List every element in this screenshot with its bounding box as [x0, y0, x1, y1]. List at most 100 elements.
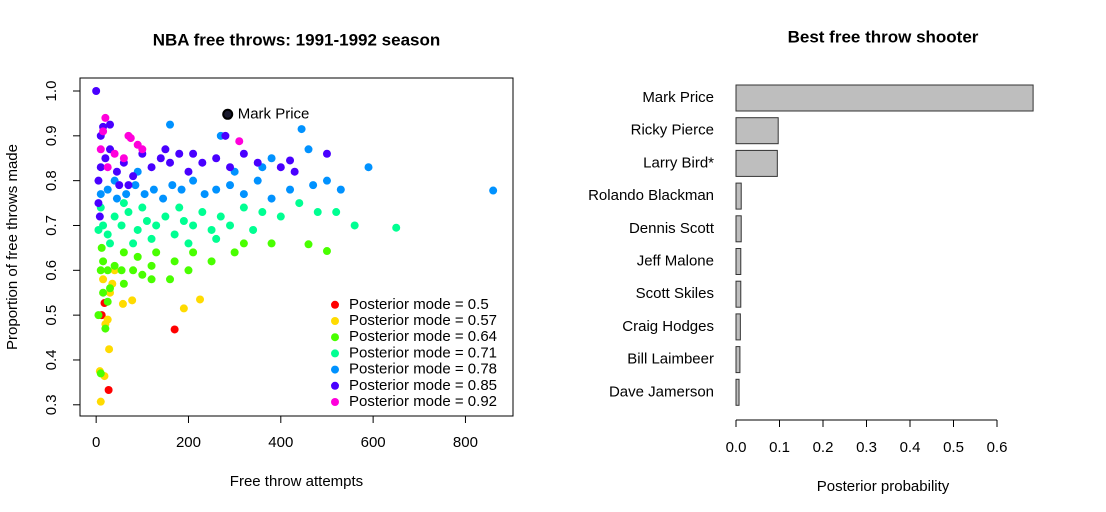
point — [92, 87, 101, 95]
category-label: Ricky Pierce — [631, 122, 714, 139]
category-label: Craig Hodges — [622, 318, 714, 335]
point — [207, 257, 216, 266]
point — [336, 185, 345, 194]
point — [97, 243, 106, 252]
point — [161, 145, 170, 154]
point — [94, 311, 103, 320]
point — [309, 181, 318, 190]
bar — [735, 84, 1034, 112]
point — [105, 345, 114, 354]
category-label: Larry Bird* — [643, 154, 714, 171]
point — [322, 176, 331, 185]
point — [138, 203, 147, 212]
point — [313, 208, 322, 217]
point — [133, 225, 142, 234]
point — [110, 261, 119, 270]
point — [156, 154, 165, 163]
point — [128, 296, 137, 305]
point — [99, 288, 108, 297]
point — [129, 266, 138, 275]
point — [221, 131, 230, 140]
point — [235, 137, 244, 146]
point — [124, 181, 133, 190]
x-axis-label: Posterior probability — [817, 478, 950, 495]
point — [112, 167, 121, 176]
y-tick-label: 0.4 — [43, 350, 60, 371]
point — [364, 163, 373, 172]
point — [106, 284, 115, 293]
point — [96, 369, 105, 378]
legend-marker — [331, 398, 339, 406]
point — [166, 120, 175, 129]
point — [253, 176, 262, 185]
point — [179, 304, 188, 313]
x-tick-label: 800 — [453, 434, 478, 451]
legend-label: Posterior mode = 0.85 — [349, 377, 497, 394]
legend-marker — [331, 381, 339, 390]
point — [239, 149, 248, 158]
point — [489, 186, 498, 195]
point — [196, 295, 205, 304]
x-tick-label: 200 — [176, 434, 201, 451]
category-label: Dennis Scott — [629, 220, 715, 237]
point — [226, 221, 235, 230]
point — [117, 221, 126, 230]
point — [239, 239, 248, 248]
point — [95, 212, 104, 221]
point — [152, 248, 161, 257]
point — [168, 181, 177, 190]
point — [177, 185, 186, 194]
point — [94, 176, 103, 185]
point — [129, 172, 138, 181]
point — [198, 208, 207, 217]
point — [133, 140, 142, 149]
point — [226, 181, 235, 190]
point — [147, 261, 156, 270]
x-tick-label: 0.6 — [987, 439, 1008, 456]
point — [147, 275, 156, 284]
point — [166, 158, 175, 167]
point — [122, 190, 131, 199]
x-tick-label: 0.5 — [943, 439, 964, 456]
legend-label: Posterior mode = 0.71 — [349, 344, 497, 361]
legend-marker — [331, 365, 339, 374]
point — [99, 127, 108, 136]
point — [147, 163, 156, 172]
legend-marker — [331, 300, 339, 309]
point — [304, 240, 313, 249]
point — [119, 199, 128, 208]
point — [267, 194, 276, 203]
legend-label: Posterior mode = 0.5 — [349, 296, 489, 313]
y-tick-label: 0.3 — [43, 394, 60, 415]
point — [290, 167, 299, 176]
point — [297, 125, 306, 134]
point — [159, 194, 168, 203]
point — [198, 158, 207, 167]
point — [106, 239, 115, 248]
point — [276, 212, 285, 221]
point — [126, 134, 135, 143]
point — [184, 167, 193, 176]
point — [200, 190, 209, 199]
legend-label: Posterior mode = 0.57 — [349, 312, 497, 329]
point — [118, 299, 127, 308]
point — [249, 225, 258, 234]
x-tick-label: 0.1 — [769, 439, 790, 456]
point — [147, 234, 156, 243]
bar — [735, 378, 740, 406]
point — [295, 199, 304, 208]
point — [267, 239, 276, 248]
bar — [735, 280, 742, 308]
point — [189, 221, 198, 230]
legend-label: Posterior mode = 0.92 — [349, 393, 497, 410]
y-tick-label: 0.6 — [43, 260, 60, 281]
point — [304, 145, 313, 154]
point — [101, 154, 110, 163]
highlight-point — [222, 108, 234, 120]
point — [212, 154, 221, 163]
point — [350, 221, 359, 230]
legend-label: Posterior mode = 0.64 — [349, 328, 497, 345]
point — [253, 158, 262, 167]
point — [96, 145, 105, 154]
point — [104, 386, 113, 394]
